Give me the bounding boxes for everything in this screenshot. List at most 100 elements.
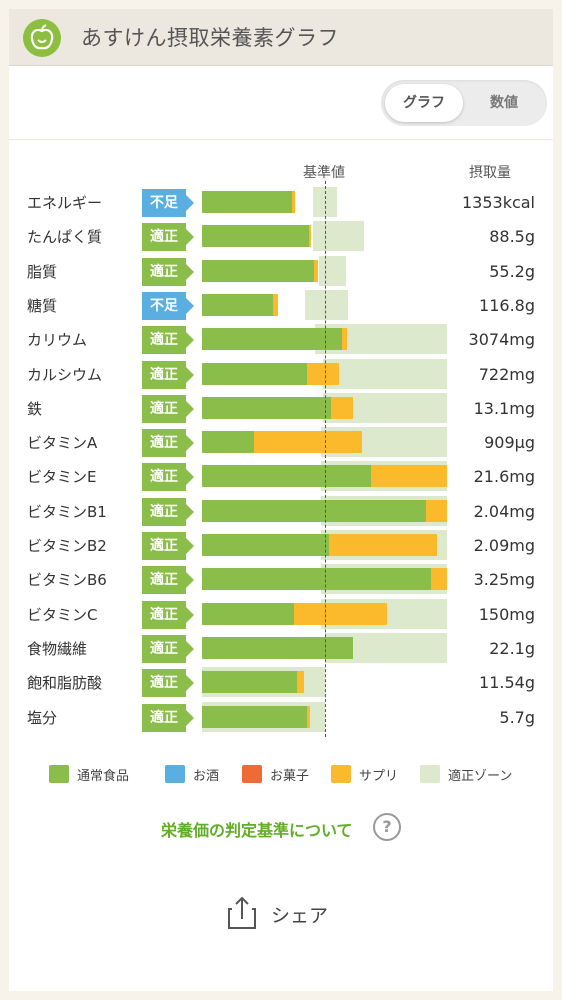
supplement-bar xyxy=(370,465,447,488)
status-badge: 適正 xyxy=(142,257,194,286)
supplement-bar xyxy=(425,499,447,522)
legend-swatch-alcohol xyxy=(165,765,185,783)
status-badge: 適正 xyxy=(142,669,194,698)
help-icon[interactable]: ? xyxy=(373,813,401,841)
status-badge: 適正 xyxy=(142,566,194,595)
normal-food-bar xyxy=(202,568,431,591)
normal-food-bar xyxy=(202,671,297,694)
proper-zone-bar xyxy=(305,289,349,320)
nutrient-name: ビタミンB2 xyxy=(27,537,107,555)
app-title: あすけん摂取栄養素グラフ xyxy=(81,26,339,50)
nutrient-name: ビタミンE xyxy=(27,468,97,487)
supplement-bar xyxy=(313,259,318,282)
supplement-bar xyxy=(331,396,354,419)
nutrient-name: ビタミンA xyxy=(27,434,98,453)
normal-food-bar xyxy=(202,534,329,556)
proper-zone-bar xyxy=(312,221,365,252)
supplement-bar xyxy=(430,568,447,591)
proper-zone-bar xyxy=(312,187,338,217)
reference-column-label: 基準値 xyxy=(303,165,345,181)
normal-food-bar xyxy=(202,602,295,625)
nutrient-name: 糖質 xyxy=(27,296,58,315)
supplement-bar xyxy=(306,705,311,728)
intake-amount: 55.2g xyxy=(489,261,535,281)
supplement-bar xyxy=(294,602,387,625)
status-badge: 不足 xyxy=(142,189,194,217)
status-badge: 適正 xyxy=(142,497,194,526)
supplement-bar xyxy=(273,293,279,316)
normal-food-bar xyxy=(202,431,254,454)
normal-food-bar xyxy=(202,705,307,728)
normal-food-bar xyxy=(202,259,314,282)
status-badge: 適正 xyxy=(142,429,194,458)
nutrient-name: たんぱく質 xyxy=(27,228,103,247)
legend-swatch-proper-zone xyxy=(420,765,440,783)
status-badge: 適正 xyxy=(142,223,194,252)
share-icon xyxy=(228,896,256,929)
app-header: あすけん摂取栄養素グラフ xyxy=(9,9,553,66)
nutrient-name: 塩分 xyxy=(27,708,58,727)
normal-food-bar xyxy=(202,396,332,419)
intake-amount: 2.09mg xyxy=(473,536,535,555)
supplement-bar xyxy=(306,362,339,385)
share-button[interactable]: シェア xyxy=(225,895,345,931)
intake-amount: 722mg xyxy=(478,364,535,384)
apple-icon xyxy=(23,19,61,57)
status-badge: 適正 xyxy=(142,326,194,355)
supplement-bar xyxy=(328,534,437,556)
legend-swatch-supplement xyxy=(331,765,351,783)
status-badge: 適正 xyxy=(142,463,194,492)
view-toggle: グラフ 数値 xyxy=(381,80,547,126)
status-badge: 適正 xyxy=(142,360,194,389)
nutrient-card: あすけん摂取栄養素グラフ グラフ 数値 基準値 摂取量 エネルギー 不足 1353k… xyxy=(9,9,553,991)
reference-line xyxy=(325,181,326,737)
nutrient-name: 食物繊維 xyxy=(27,639,88,658)
supplement-bar xyxy=(253,431,362,454)
nutrient-name: 脂質 xyxy=(27,262,58,281)
legend: 通常食品 お酒 お菓子 サプリ 適正ゾーン xyxy=(49,764,549,786)
status-badge: 適正 xyxy=(142,703,194,732)
intake-amount: 21.6mg xyxy=(473,467,535,487)
legend-label: サプリ xyxy=(359,769,399,784)
supplement-bar xyxy=(296,671,305,694)
intake-amount: 909μg xyxy=(484,433,535,453)
nutrient-name: ビタミンC xyxy=(27,605,98,624)
intake-amount: 11.54g xyxy=(479,673,535,693)
criteria-info-link[interactable]: 栄養価の判定基準について xyxy=(161,821,353,840)
normal-food-bar xyxy=(202,293,274,316)
legend-label: 適正ゾーン xyxy=(448,769,513,784)
intake-amount: 116.8g xyxy=(479,295,535,315)
status-badge: 適正 xyxy=(142,532,194,560)
intake-column-label: 摂取量 xyxy=(469,165,511,181)
intake-amount: 5.7g xyxy=(499,707,535,727)
normal-food-bar xyxy=(202,465,371,488)
nutrient-name: 飽和脂肪酸 xyxy=(27,674,103,693)
intake-amount: 2.04mg xyxy=(473,501,535,521)
share-label: シェア xyxy=(271,905,329,927)
intake-amount: 1353kcal xyxy=(461,193,535,212)
normal-food-bar xyxy=(202,499,426,522)
proper-zone-bar xyxy=(318,255,346,286)
legend-label: 通常食品 xyxy=(77,769,130,784)
nutrient-name: カリウム xyxy=(27,331,88,350)
proper-zone-bar xyxy=(322,358,447,389)
supplement-bar xyxy=(342,328,348,351)
nutrient-name: カルシウム xyxy=(27,365,103,384)
intake-amount: 3.25mg xyxy=(473,570,535,590)
divider xyxy=(9,139,553,140)
status-badge: 適正 xyxy=(142,394,194,423)
normal-food-bar xyxy=(202,225,309,248)
tab-values[interactable]: 数値 xyxy=(490,95,518,111)
normal-food-bar xyxy=(202,328,343,351)
legend-swatch-normal-food xyxy=(49,765,69,783)
nutrient-name: エネルギー xyxy=(27,194,103,212)
status-badge: 適正 xyxy=(142,634,194,663)
legend-label: お菓子 xyxy=(270,769,310,784)
tab-graph[interactable]: グラフ xyxy=(385,84,463,122)
intake-amount: 13.1mg xyxy=(473,398,535,418)
legend-swatch-sweets xyxy=(242,765,262,783)
intake-amount: 22.1g xyxy=(489,638,535,658)
intake-amount: 3074mg xyxy=(468,330,535,350)
supplement-bar xyxy=(309,225,312,248)
supplement-bar xyxy=(291,191,296,213)
